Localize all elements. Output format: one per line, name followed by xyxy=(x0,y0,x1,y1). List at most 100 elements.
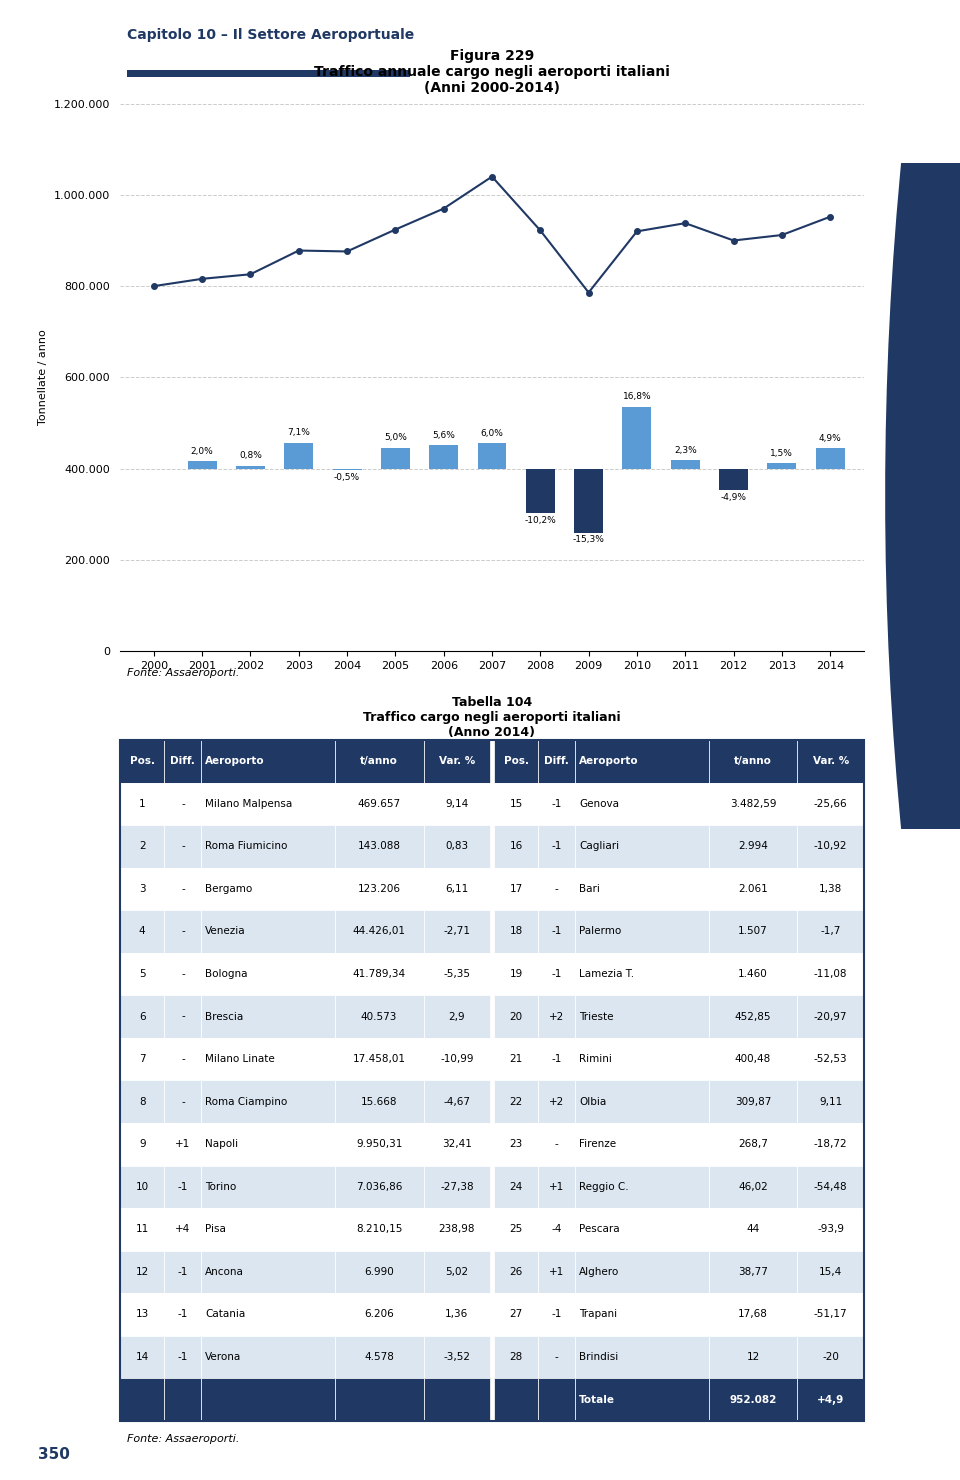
Bar xyxy=(539,1294,575,1335)
Bar xyxy=(708,1294,798,1335)
Bar xyxy=(493,1378,539,1421)
Bar xyxy=(798,740,864,783)
Bar xyxy=(335,1294,423,1335)
Text: Venezia: Venezia xyxy=(205,926,246,937)
Text: 44: 44 xyxy=(746,1224,759,1234)
Bar xyxy=(798,1166,864,1208)
Bar xyxy=(202,740,335,783)
Text: 1: 1 xyxy=(139,799,146,810)
Bar xyxy=(164,740,202,783)
Text: 309,87: 309,87 xyxy=(734,1097,771,1107)
Bar xyxy=(539,740,575,783)
Bar xyxy=(120,1166,164,1208)
Text: 4,9%: 4,9% xyxy=(819,434,842,443)
Text: 41.789,34: 41.789,34 xyxy=(352,969,406,980)
Text: 952.082: 952.082 xyxy=(730,1394,777,1405)
Bar xyxy=(539,1166,575,1208)
Bar xyxy=(493,953,539,995)
Text: Rimini: Rimini xyxy=(579,1054,612,1064)
Text: -10,99: -10,99 xyxy=(440,1054,473,1064)
Bar xyxy=(202,1251,335,1294)
Bar xyxy=(539,1251,575,1294)
Bar xyxy=(120,1080,164,1123)
Text: Napoli: Napoli xyxy=(205,1140,238,1150)
Text: 1,38: 1,38 xyxy=(819,884,842,894)
Text: -: - xyxy=(555,1140,559,1150)
Bar xyxy=(708,740,798,783)
Text: Palermo: Palermo xyxy=(579,926,621,937)
Text: 46,02: 46,02 xyxy=(738,1181,768,1191)
Text: -4,67: -4,67 xyxy=(444,1097,470,1107)
Bar xyxy=(335,783,423,826)
Text: Pescara: Pescara xyxy=(579,1224,619,1234)
Bar xyxy=(798,1208,864,1251)
Bar xyxy=(575,1378,708,1421)
Title: Figura 229
Traffico annuale cargo negli aeroporti italiani
(Anni 2000-2014): Figura 229 Traffico annuale cargo negli … xyxy=(314,49,670,96)
Text: -0,5%: -0,5% xyxy=(334,474,360,482)
Text: Trapani: Trapani xyxy=(579,1310,617,1320)
Bar xyxy=(575,953,708,995)
Text: 7.036,86: 7.036,86 xyxy=(356,1181,402,1191)
Bar xyxy=(767,463,797,469)
Text: Tabella 104
Traffico cargo negli aeroporti italiani
(Anno 2014): Tabella 104 Traffico cargo negli aeropor… xyxy=(363,696,621,740)
Text: 28: 28 xyxy=(510,1351,522,1362)
Bar xyxy=(164,1251,202,1294)
Text: 5,02: 5,02 xyxy=(445,1267,468,1277)
Text: 23: 23 xyxy=(510,1140,522,1150)
Text: Trieste: Trieste xyxy=(579,1011,613,1021)
Bar xyxy=(335,1123,423,1166)
Text: -10,2%: -10,2% xyxy=(524,515,556,524)
Bar xyxy=(423,910,491,953)
Bar xyxy=(202,867,335,910)
Bar xyxy=(164,826,202,867)
Bar xyxy=(539,1208,575,1251)
Bar xyxy=(798,1335,864,1378)
Text: 14: 14 xyxy=(135,1351,149,1362)
Bar xyxy=(164,995,202,1037)
Text: Alghero: Alghero xyxy=(579,1267,619,1277)
Bar xyxy=(423,826,491,867)
Text: Firenze: Firenze xyxy=(579,1140,616,1150)
Bar xyxy=(423,1335,491,1378)
Bar xyxy=(539,1037,575,1080)
Bar xyxy=(423,783,491,826)
Text: 27: 27 xyxy=(510,1310,522,1320)
Text: -54,48: -54,48 xyxy=(814,1181,848,1191)
Bar xyxy=(539,1123,575,1166)
Text: t/anno: t/anno xyxy=(360,756,398,767)
Text: 40.573: 40.573 xyxy=(361,1011,397,1021)
Bar xyxy=(493,1080,539,1123)
Text: -20: -20 xyxy=(823,1351,839,1362)
Bar xyxy=(539,1335,575,1378)
Bar xyxy=(708,910,798,953)
Text: 12: 12 xyxy=(746,1351,759,1362)
Text: 7,1%: 7,1% xyxy=(287,428,310,437)
Bar xyxy=(575,1123,708,1166)
Text: Diff.: Diff. xyxy=(171,756,196,767)
Text: 400,48: 400,48 xyxy=(734,1054,771,1064)
Text: Pisa: Pisa xyxy=(205,1224,226,1234)
Bar xyxy=(335,826,423,867)
Bar xyxy=(164,953,202,995)
Text: +4,9: +4,9 xyxy=(817,1394,844,1405)
Bar xyxy=(798,1080,864,1123)
Bar xyxy=(493,910,539,953)
Bar xyxy=(708,867,798,910)
Bar xyxy=(120,1335,164,1378)
Bar xyxy=(381,447,410,469)
Text: 15.668: 15.668 xyxy=(361,1097,397,1107)
Text: 2,9: 2,9 xyxy=(448,1011,466,1021)
Bar xyxy=(120,1123,164,1166)
Text: 21: 21 xyxy=(510,1054,522,1064)
Text: -1: -1 xyxy=(552,969,562,980)
Text: 3: 3 xyxy=(139,884,146,894)
Bar xyxy=(120,1208,164,1251)
Text: 5,0%: 5,0% xyxy=(384,434,407,443)
Bar xyxy=(539,1378,575,1421)
Bar xyxy=(335,740,423,783)
Text: Bergamo: Bergamo xyxy=(205,884,252,894)
Text: -: - xyxy=(181,841,184,851)
Bar xyxy=(120,783,164,826)
Bar xyxy=(539,783,575,826)
Bar xyxy=(120,826,164,867)
